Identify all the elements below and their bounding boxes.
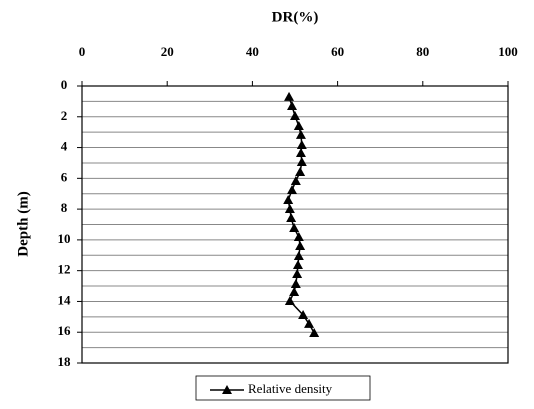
y-tick-label: 14 bbox=[58, 292, 72, 307]
legend-label: Relative density bbox=[248, 381, 333, 396]
data-point bbox=[284, 295, 295, 305]
data-point bbox=[290, 279, 301, 289]
data-point bbox=[287, 185, 298, 195]
data-point bbox=[293, 121, 304, 131]
y-tick-label: 0 bbox=[61, 77, 68, 92]
data-point bbox=[295, 129, 306, 139]
data-point bbox=[293, 231, 304, 241]
data-point bbox=[286, 213, 297, 223]
y-tick-label: 10 bbox=[58, 231, 71, 246]
x-tick-label: 40 bbox=[246, 44, 259, 59]
data-point bbox=[283, 195, 294, 205]
plot-frame bbox=[81, 85, 509, 364]
data-point bbox=[295, 147, 306, 157]
y-axis-label: Depth (m) bbox=[15, 191, 31, 256]
data-point bbox=[295, 167, 306, 177]
legend-marker bbox=[222, 385, 232, 394]
data-point bbox=[289, 287, 300, 297]
data-point bbox=[296, 139, 307, 149]
x-tick-label: 0 bbox=[79, 44, 86, 59]
legend-box bbox=[195, 375, 371, 401]
data-point bbox=[290, 111, 300, 121]
data-point bbox=[295, 241, 306, 251]
x-tick-label: 20 bbox=[161, 44, 174, 59]
data-point bbox=[304, 318, 315, 328]
data-point bbox=[292, 269, 303, 279]
y-tick-label: 18 bbox=[58, 354, 72, 369]
y-tick-label: 4 bbox=[61, 139, 68, 154]
data-point bbox=[293, 251, 304, 261]
data-point bbox=[290, 175, 301, 185]
data-point bbox=[287, 101, 298, 111]
chart-title: DR(%) bbox=[272, 9, 319, 25]
x-tick-label: 80 bbox=[416, 44, 429, 59]
data-point bbox=[284, 203, 295, 213]
data-point bbox=[284, 91, 295, 101]
x-tick-label: 60 bbox=[331, 44, 344, 59]
data-point bbox=[296, 157, 307, 167]
data-point bbox=[292, 259, 303, 269]
data-point bbox=[298, 309, 309, 319]
data-point bbox=[289, 223, 300, 233]
y-tick-label: 12 bbox=[58, 262, 71, 277]
data-point bbox=[309, 327, 320, 337]
y-tick-label: 2 bbox=[61, 108, 68, 123]
y-tick-label: 6 bbox=[61, 169, 68, 184]
y-tick-label: 16 bbox=[58, 323, 72, 338]
x-tick-label: 100 bbox=[498, 44, 518, 59]
y-tick-label: 8 bbox=[61, 200, 68, 215]
